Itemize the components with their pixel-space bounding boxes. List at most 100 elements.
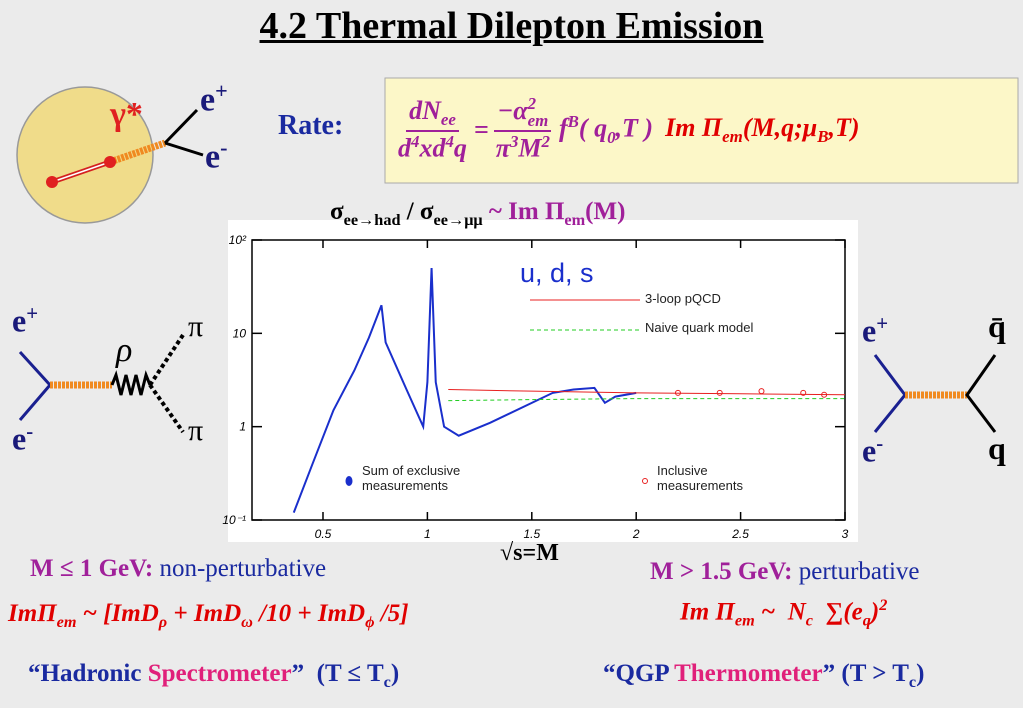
text: - <box>220 135 228 160</box>
text: / σ <box>400 198 434 225</box>
text: Spectrometer <box>147 660 292 687</box>
numerator: dNee <box>406 96 459 133</box>
regime-line: M > 1.5 GeV: perturbative <box>650 558 920 586</box>
text: ρ <box>158 613 168 631</box>
quark-lines <box>965 354 997 433</box>
x-axis-label: √s=M <box>500 540 559 566</box>
y-tick-label: 10² <box>229 233 247 247</box>
text: + <box>876 312 889 335</box>
data-line <box>292 268 637 513</box>
text: em <box>564 211 586 229</box>
text: f <box>558 113 568 143</box>
chart: 0.5 1 1.5 2 2.5 3 10⁻¹ 1 10 10² <box>222 233 848 541</box>
data-line <box>448 389 846 396</box>
text: ,T ) <box>615 113 654 143</box>
lepton-line <box>164 141 204 157</box>
plot-frame <box>251 239 846 521</box>
electron-lines <box>18 350 53 421</box>
pion-line <box>148 383 185 434</box>
text: - <box>876 432 884 455</box>
tagline: “Hadronic Spectrometer” (T ≤ Tc) <box>28 660 399 692</box>
quark-label: q <box>988 430 1006 466</box>
formula-line: Im Πem ~ Nc ∑(eq)2 <box>680 596 887 630</box>
text: ( q <box>578 113 608 143</box>
data-point <box>758 388 765 395</box>
text: + <box>26 302 39 325</box>
vertex <box>46 176 58 188</box>
legend-entry: 3-loop pQCD <box>645 291 721 306</box>
text: e <box>862 312 877 349</box>
text: π <box>495 133 510 163</box>
text: “Hadronic <box>28 660 148 687</box>
numerator: −α 2 em <box>494 94 552 133</box>
text: ) <box>390 660 400 687</box>
lepton-line <box>163 108 199 145</box>
legend-swatch <box>345 476 353 486</box>
electron-label: e- <box>862 432 883 470</box>
gamma-label: γ* <box>110 96 143 133</box>
text: em <box>722 127 743 147</box>
x-tick-label: 1.5 <box>523 527 540 541</box>
text: −α <box>497 96 528 126</box>
x-tick-label: 3 <box>842 527 849 541</box>
text: ee→had <box>343 211 401 229</box>
text: + <box>215 78 228 103</box>
text: ~ N <box>754 598 806 626</box>
text: ee <box>440 110 456 130</box>
text: M > 1.5 GeV: <box>650 558 793 585</box>
legend-swatch <box>642 478 648 484</box>
text: 2 <box>541 132 550 152</box>
text: B <box>817 127 829 147</box>
distribution: fB( q0,T ) <box>553 112 653 148</box>
text: e <box>12 302 27 339</box>
text: 0 <box>607 127 616 147</box>
pion-label: π <box>188 414 204 447</box>
text: non-perturbative <box>153 555 327 582</box>
fraction: dNee d4xd4q <box>395 96 470 164</box>
text: Thermometer <box>674 660 823 687</box>
denominator: π3M2 <box>493 132 553 164</box>
text: c <box>383 673 391 691</box>
formula-box <box>384 77 1019 184</box>
text: e <box>12 420 27 457</box>
text: 2 <box>879 596 888 614</box>
text: e <box>200 81 216 119</box>
text: e <box>862 432 877 469</box>
text: ” (T ≤ T <box>291 660 384 687</box>
positron-label: e+ <box>12 302 38 340</box>
text: ~ [ImD <box>76 600 159 627</box>
fireball <box>16 86 154 224</box>
chart-annotation: u, d, s <box>520 258 594 288</box>
text: ) <box>916 660 925 687</box>
text: em <box>527 111 549 131</box>
text: em <box>734 611 755 630</box>
text: ” (T > T <box>822 660 909 687</box>
text: σ <box>330 198 344 225</box>
text: ee→μμ <box>433 211 483 229</box>
text: ImΠ <box>8 600 57 627</box>
x-tick-label: 2 <box>632 527 640 541</box>
spectral-function: Im Πem(M,q;μB,T) <box>653 113 859 147</box>
text: “QGP <box>603 660 675 687</box>
text: q <box>862 611 871 630</box>
rho-propagator <box>110 370 152 396</box>
rho-label: ρ <box>116 332 133 369</box>
chart-heading: σee→had / σee→μμ ~ Im Πem(M) <box>330 198 625 230</box>
electron-label: e- <box>205 135 227 176</box>
electron-label: e- <box>12 420 33 458</box>
tagline: “QGP Thermometer” (T > Tc) <box>603 660 924 692</box>
text: 2 <box>527 94 537 114</box>
y-tick-label: 1 <box>239 420 246 434</box>
legend-entry: Sum of exclusive measurements <box>362 463 461 493</box>
title: 4.2 Thermal Dilepton Emission <box>259 5 764 47</box>
text: 4 <box>445 132 454 152</box>
text: ∑(e <box>813 598 863 626</box>
chart-background <box>228 220 858 542</box>
line-highlight <box>51 161 111 183</box>
text: xd <box>419 133 446 163</box>
text: B <box>567 112 579 132</box>
text: e <box>205 138 221 176</box>
electron-lines <box>873 354 907 433</box>
